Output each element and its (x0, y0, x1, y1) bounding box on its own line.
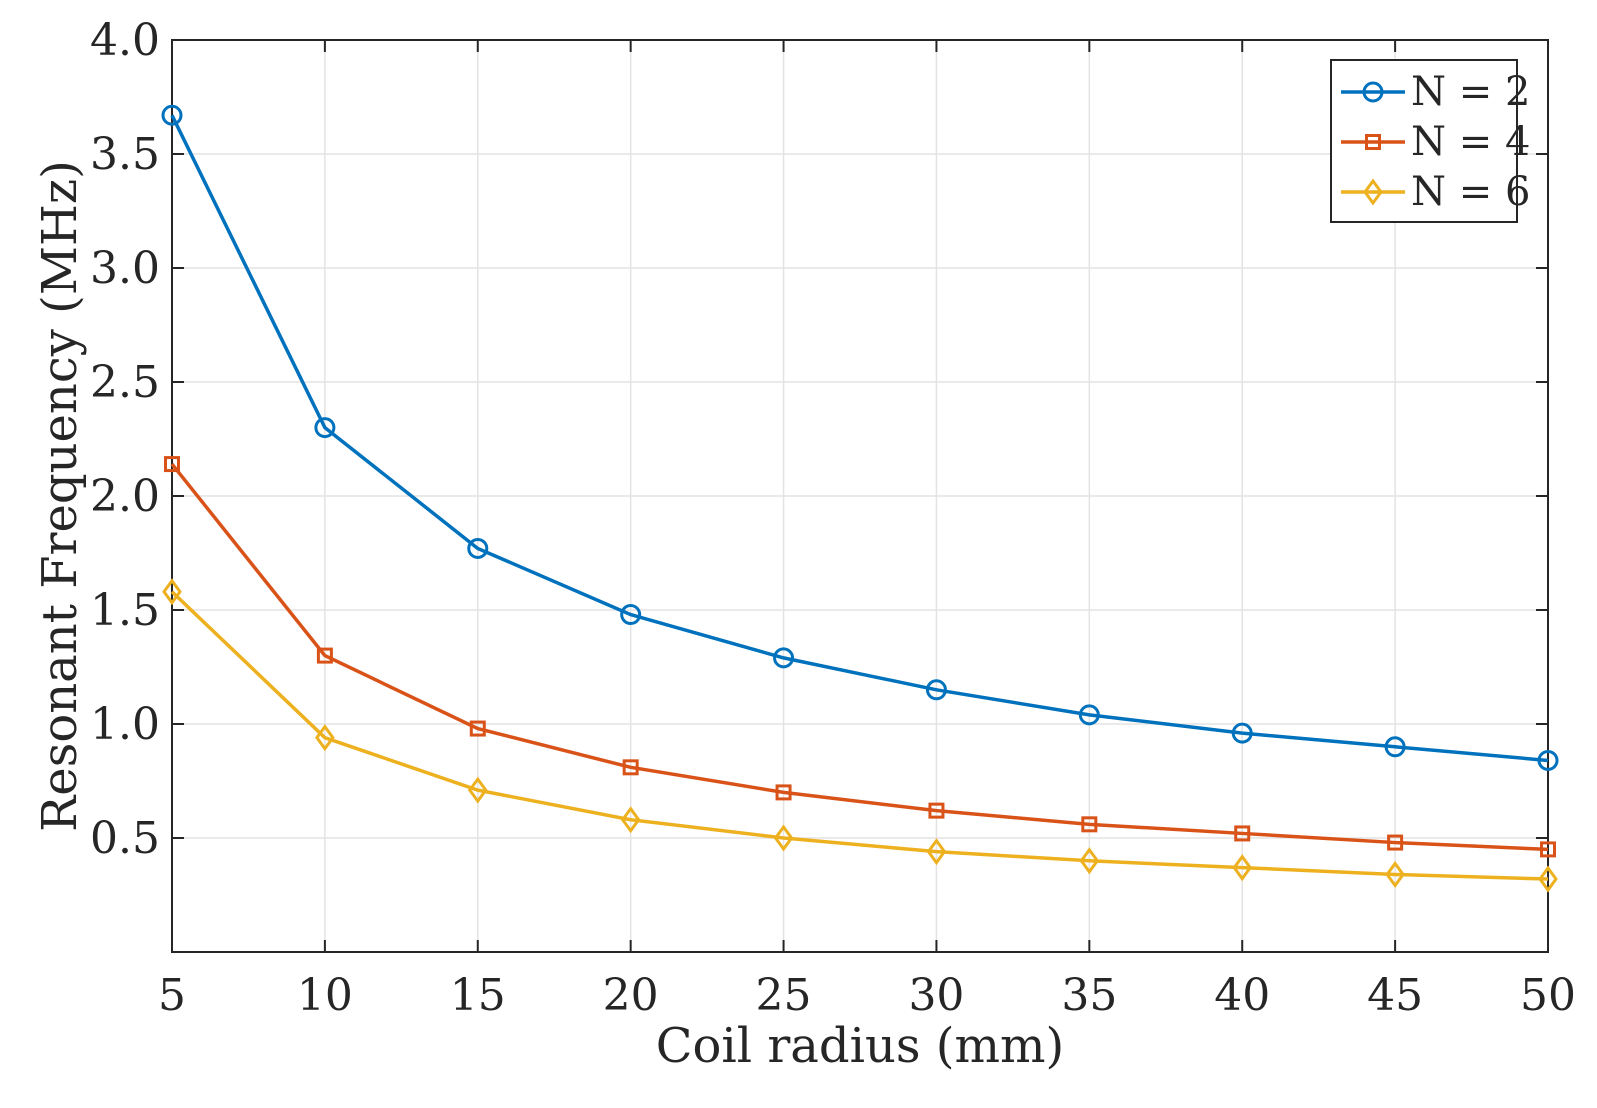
series-line (170, 462, 1549, 852)
y-tick-label: 3.5 (90, 129, 160, 180)
legend-label: N = 2 (1411, 69, 1530, 115)
x-tick-label: 20 (603, 970, 659, 1021)
y-tick-label: 2.5 (90, 357, 160, 408)
y-tick-label: 0.5 (90, 813, 160, 864)
data-point-diamond (1079, 847, 1100, 875)
series-2 (164, 456, 1556, 858)
data-point-circle (1384, 736, 1406, 758)
y-axis-title: Resonant Frequency (MHz) (32, 160, 88, 832)
x-tick-label: 50 (1520, 970, 1576, 1021)
legend: N = 2N = 4N = 6 (1330, 59, 1530, 223)
legend-label: N = 4 (1411, 119, 1530, 165)
data-point-circle (1078, 704, 1100, 726)
series-3 (162, 578, 1558, 893)
x-axis-title: Coil radius (mm) (656, 1018, 1065, 1074)
legend-entry: N = 4 (1341, 119, 1530, 165)
axis-ticks: 5 10 15 20 25 30 35 40 45 50 0.5 1.0 1.5 2.0 2.5 3.0 3.5… (90, 15, 1576, 1021)
data-point-square (164, 456, 180, 473)
data-point-square (469, 720, 486, 737)
data-point-diamond (773, 824, 794, 852)
data-point-square (928, 802, 945, 819)
data-point-diamond (162, 578, 182, 606)
x-tick-label: 10 (297, 970, 353, 1021)
data-point-diamond (315, 724, 335, 752)
x-tick-label: 15 (450, 970, 506, 1021)
x-tick-label: 30 (908, 970, 964, 1021)
legend-marker-circle (1362, 81, 1384, 103)
x-tick-label: 25 (756, 970, 812, 1021)
series-line (170, 590, 1549, 881)
y-tick-label: 3.0 (90, 243, 160, 294)
data-point-diamond (467, 776, 488, 804)
data-point-square (1234, 825, 1251, 842)
data-point-square (1387, 834, 1404, 851)
series-1 (161, 104, 1559, 771)
data-point-circle (314, 417, 336, 439)
data-point-diamond (926, 838, 947, 866)
y-tick-label: 2.0 (90, 471, 160, 522)
data-point-square (1081, 816, 1098, 833)
data-point-square (775, 784, 792, 801)
series-layer (161, 104, 1559, 893)
legend-marker-square (1365, 134, 1381, 150)
data-point-square (622, 759, 639, 776)
x-tick-label: 35 (1061, 970, 1117, 1021)
data-point-diamond (1538, 865, 1558, 893)
data-point-square (316, 647, 333, 664)
data-point-circle (620, 604, 642, 626)
legend-entry: N = 2 (1341, 69, 1530, 115)
y-tick-label: 1.5 (90, 585, 160, 636)
data-point-diamond (620, 806, 641, 834)
data-point-circle (161, 104, 183, 126)
y-tick-label: 4.0 (90, 15, 160, 66)
data-point-circle (773, 647, 795, 669)
data-point-diamond (1232, 854, 1253, 882)
data-point-square (1540, 841, 1556, 858)
data-point-circle (1231, 722, 1253, 744)
data-point-circle (925, 679, 947, 701)
x-tick-label: 5 (158, 970, 186, 1021)
data-point-diamond (1385, 860, 1405, 889)
legend-entry: N = 6 (1341, 169, 1530, 215)
data-point-circle (467, 537, 489, 559)
x-tick-label: 40 (1214, 970, 1270, 1021)
legend-marker-diamond (1363, 178, 1383, 206)
series-line (170, 114, 1549, 763)
y-tick-label: 1.0 (90, 699, 160, 750)
data-point-circle (1537, 749, 1559, 771)
x-tick-label: 45 (1367, 970, 1423, 1021)
legend-label: N = 6 (1411, 169, 1530, 215)
